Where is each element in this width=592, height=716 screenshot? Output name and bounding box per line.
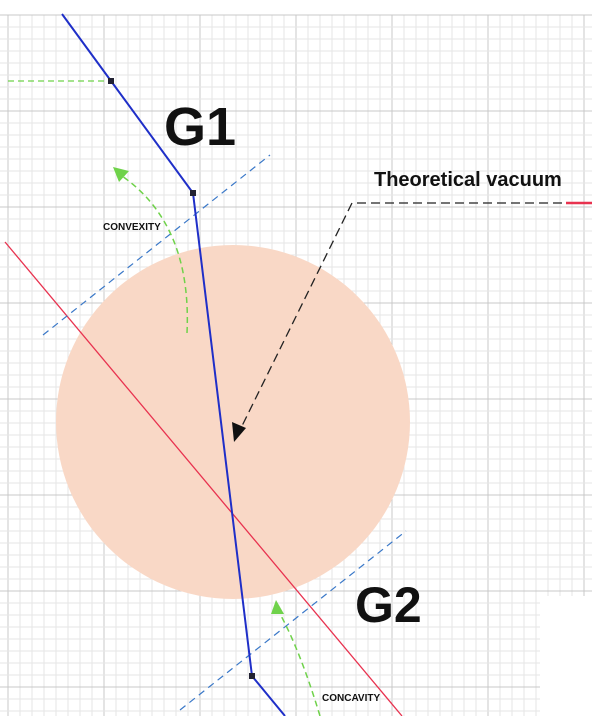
arrowhead (113, 167, 129, 182)
tangent-g1 (42, 154, 271, 336)
arrowhead (271, 600, 284, 614)
tangent-g2 (179, 530, 407, 711)
arrowhead (232, 422, 246, 442)
vacuum-circle (56, 245, 410, 599)
node (190, 190, 196, 196)
node (249, 673, 255, 679)
red-line (4, 241, 403, 716)
convexity-arrow (121, 175, 189, 334)
blank-patch (540, 596, 592, 716)
label-vacuum: Theoretical vacuum (374, 169, 562, 191)
label-g1: G1 (164, 97, 236, 157)
label-g2: G2 (355, 577, 422, 633)
label-concavity: CONCAVITY (322, 693, 380, 704)
vacuum-pointer (239, 202, 562, 431)
node (108, 78, 114, 84)
label-convexity: CONVEXITY (103, 222, 161, 233)
concavity-arrow (278, 611, 321, 716)
